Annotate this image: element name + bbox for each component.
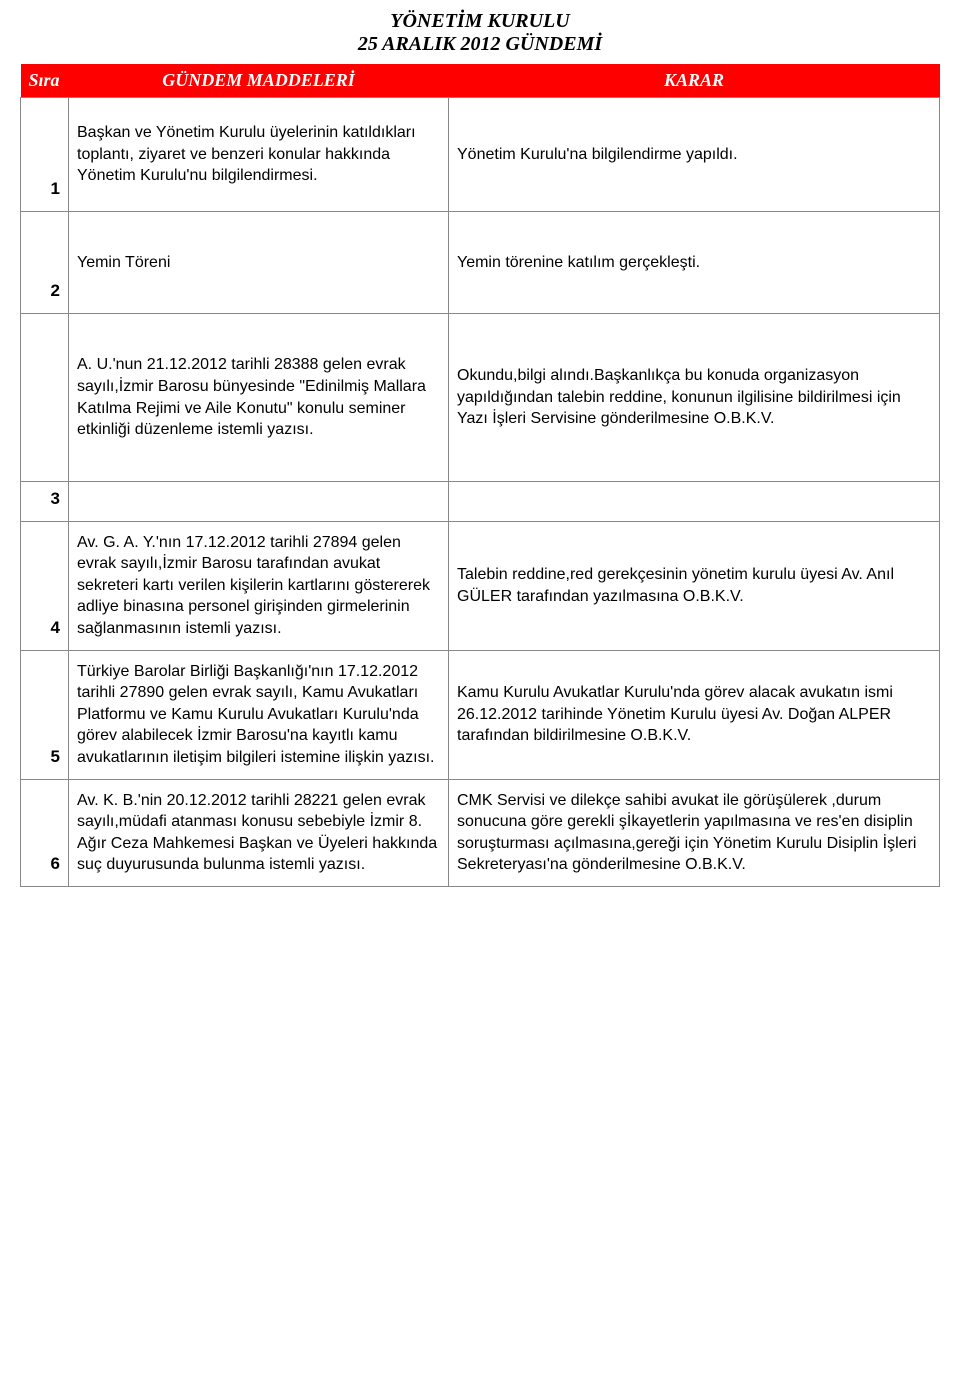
- cell-karar: Talebin reddine,red gerekçesinin yönetim…: [449, 521, 940, 650]
- cell-madde: Av. G. A. Y.'nın 17.12.2012 tarihli 2789…: [69, 521, 449, 650]
- cell-madde: A. U.'nun 21.12.2012 tarihli 28388 gelen…: [69, 314, 449, 481]
- table-row: A. U.'nun 21.12.2012 tarihli 28388 gelen…: [21, 314, 940, 481]
- document-title-block: YÖNETİM KURULU 25 ARALIK 2012 GÜNDEMİ: [20, 10, 940, 56]
- table-row: 6 Av. K. B.'nin 20.12.2012 tarihli 28221…: [21, 779, 940, 886]
- title-line-1: YÖNETİM KURULU: [20, 10, 940, 33]
- cell-karar: Okundu,bilgi alındı.Başkanlıkça bu konud…: [449, 314, 940, 481]
- table-row: 1 Başkan ve Yönetim Kurulu üyelerinin ka…: [21, 98, 940, 212]
- table-row: 4 Av. G. A. Y.'nın 17.12.2012 tarihli 27…: [21, 521, 940, 650]
- agenda-table: Sıra GÜNDEM MADDELERİ KARAR 1 Başkan ve …: [20, 64, 940, 887]
- cell-madde: Yemin Töreni: [69, 211, 449, 314]
- cell-madde: [69, 481, 449, 521]
- cell-sira: 3: [21, 481, 69, 521]
- col-header-sira: Sıra: [21, 64, 69, 98]
- cell-karar: CMK Servisi ve dilekçe sahibi avukat ile…: [449, 779, 940, 886]
- cell-sira: 5: [21, 650, 69, 779]
- title-line-2: 25 ARALIK 2012 GÜNDEMİ: [20, 33, 940, 56]
- col-header-karar: KARAR: [449, 64, 940, 98]
- cell-sira: 2: [21, 211, 69, 314]
- cell-sira: [21, 314, 69, 481]
- cell-sira: 1: [21, 98, 69, 212]
- cell-karar: Yönetim Kurulu'na bilgilendirme yapıldı.: [449, 98, 940, 212]
- col-header-madde: GÜNDEM MADDELERİ: [69, 64, 449, 98]
- table-row: 3: [21, 481, 940, 521]
- table-row: 5 Türkiye Barolar Birliği Başkanlığı'nın…: [21, 650, 940, 779]
- cell-sira: 6: [21, 779, 69, 886]
- table-header-row: Sıra GÜNDEM MADDELERİ KARAR: [21, 64, 940, 98]
- cell-karar: [449, 481, 940, 521]
- table-row: 2 Yemin Töreni Yemin törenine katılım ge…: [21, 211, 940, 314]
- cell-madde: Başkan ve Yönetim Kurulu üyelerinin katı…: [69, 98, 449, 212]
- cell-karar: Yemin törenine katılım gerçekleşti.: [449, 211, 940, 314]
- cell-karar: Kamu Kurulu Avukatlar Kurulu'nda görev a…: [449, 650, 940, 779]
- cell-madde: Türkiye Barolar Birliği Başkanlığı'nın 1…: [69, 650, 449, 779]
- cell-sira: 4: [21, 521, 69, 650]
- cell-madde: Av. K. B.'nin 20.12.2012 tarihli 28221 g…: [69, 779, 449, 886]
